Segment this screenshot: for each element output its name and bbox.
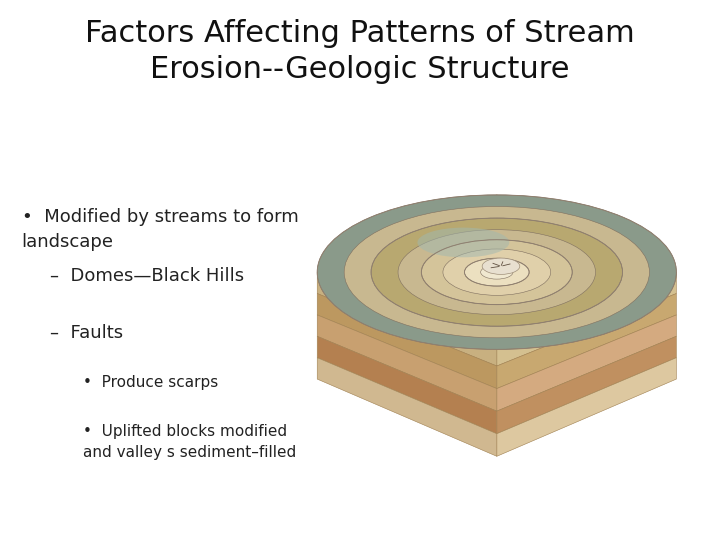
Polygon shape bbox=[318, 294, 497, 389]
Ellipse shape bbox=[398, 230, 595, 315]
Polygon shape bbox=[497, 315, 676, 411]
Text: –  Faults: – Faults bbox=[50, 324, 124, 342]
Polygon shape bbox=[497, 336, 676, 434]
Text: •  Produce scarps: • Produce scarps bbox=[83, 375, 218, 390]
Polygon shape bbox=[318, 272, 497, 366]
Polygon shape bbox=[497, 294, 676, 389]
Text: •  Modified by streams to form
landscape: • Modified by streams to form landscape bbox=[22, 208, 298, 251]
Ellipse shape bbox=[482, 258, 520, 274]
Polygon shape bbox=[318, 336, 497, 434]
Text: •  Uplifted blocks modified
and valley s sediment–filled: • Uplifted blocks modified and valley s … bbox=[83, 424, 296, 460]
Ellipse shape bbox=[443, 249, 551, 295]
Ellipse shape bbox=[371, 218, 623, 326]
Ellipse shape bbox=[344, 206, 649, 338]
Polygon shape bbox=[318, 315, 497, 411]
Ellipse shape bbox=[481, 265, 513, 279]
Polygon shape bbox=[497, 357, 676, 456]
Ellipse shape bbox=[418, 228, 509, 258]
Polygon shape bbox=[318, 357, 497, 456]
Polygon shape bbox=[497, 272, 676, 366]
Text: Factors Affecting Patterns of Stream
Erosion--Geologic Structure: Factors Affecting Patterns of Stream Ero… bbox=[85, 19, 635, 84]
Text: –  Domes—Black Hills: – Domes—Black Hills bbox=[50, 267, 245, 285]
Polygon shape bbox=[318, 195, 676, 343]
Ellipse shape bbox=[421, 240, 572, 305]
Ellipse shape bbox=[464, 258, 529, 286]
Ellipse shape bbox=[318, 195, 676, 349]
